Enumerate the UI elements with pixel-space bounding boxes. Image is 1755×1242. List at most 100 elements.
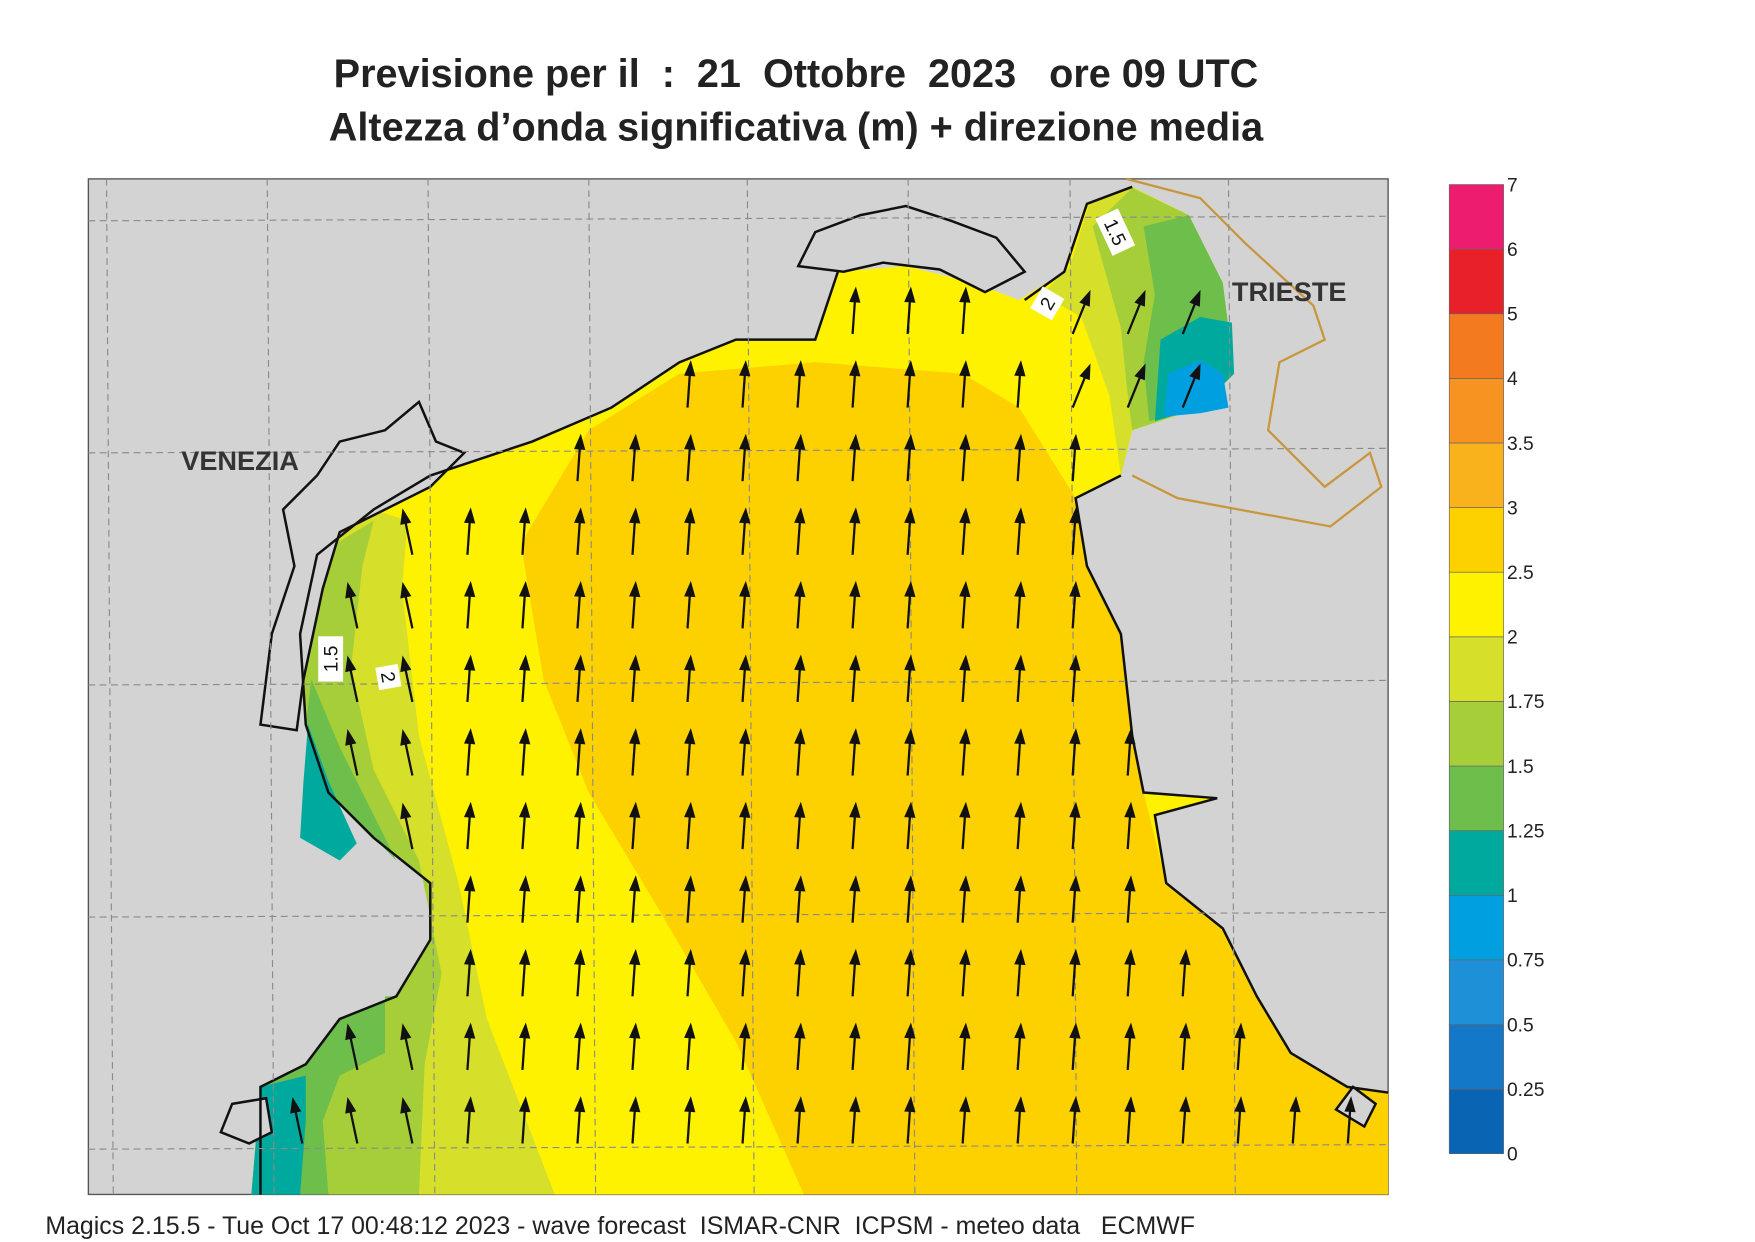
- wave-arrow: [1014, 948, 1026, 997]
- wave-arrow: [1234, 1096, 1246, 1144]
- arrow-head: [904, 360, 916, 377]
- legend-swatch: [1448, 442, 1504, 508]
- arrow-head: [739, 580, 751, 598]
- wave-arrow: [959, 948, 971, 997]
- arrow-head: [684, 801, 696, 818]
- wave-arrow: [629, 875, 641, 923]
- legend-swatch: [1448, 636, 1504, 702]
- arrow-head: [849, 801, 861, 818]
- wave-arrow: [519, 654, 531, 703]
- arrow-head: [684, 433, 696, 450]
- wave-arrow: [463, 875, 476, 923]
- arrow-head: [629, 728, 641, 745]
- contour-label: 1.5: [321, 646, 342, 673]
- grid-line: [88, 215, 1389, 222]
- wave-arrow: [1124, 948, 1136, 997]
- wave-arrow: [400, 1096, 414, 1144]
- arrow-head: [904, 654, 916, 671]
- arrow-head: [400, 655, 412, 673]
- arrow-head: [574, 433, 586, 450]
- wave-arrow: [400, 508, 414, 556]
- island-south: [219, 1096, 274, 1145]
- arrow-head: [739, 654, 751, 671]
- legend-level: 1.5: [1507, 757, 1534, 778]
- wave-arrow: [849, 580, 861, 629]
- arrow-head: [629, 580, 641, 598]
- wave-arrow: [959, 580, 971, 629]
- wave-arrow: [904, 801, 916, 850]
- coastline: [259, 185, 1389, 1195]
- wave-arrow: [463, 1022, 476, 1070]
- arrow-head: [1289, 1096, 1301, 1113]
- wave-arrow: [1124, 1096, 1136, 1144]
- arrow-head: [1069, 728, 1081, 745]
- arrow-head: [959, 507, 971, 524]
- legend-swatch: [1448, 378, 1504, 444]
- wave-arrow: [1014, 1096, 1026, 1144]
- arrow-head: [849, 728, 861, 745]
- wave-arrow: [574, 1096, 586, 1144]
- wave-arrow: [519, 948, 531, 997]
- wave-arrow: [1014, 507, 1026, 555]
- contour-label: 2: [376, 670, 399, 684]
- arrow-head: [574, 875, 586, 892]
- wave-arrow: [345, 1023, 359, 1071]
- arrow-head: [1189, 363, 1201, 381]
- wave-arrow: [1069, 948, 1081, 997]
- arrow-head: [959, 801, 971, 818]
- arrow-head: [1014, 433, 1026, 450]
- wave-arrow: [739, 433, 751, 482]
- wave-arrow: [519, 801, 531, 850]
- wave-arrow: [463, 948, 476, 997]
- arrow-head: [345, 581, 357, 599]
- arrow-head: [849, 360, 861, 377]
- wave-arrow: [684, 728, 696, 776]
- arrow-head: [849, 875, 861, 892]
- wave-arrow: [519, 1022, 531, 1070]
- legend-swatch: [1448, 701, 1504, 767]
- wave-arrow: [1181, 363, 1201, 409]
- legend-level: 4: [1507, 369, 1518, 390]
- arrow-head: [463, 1022, 476, 1039]
- arrow-head: [1124, 801, 1136, 818]
- wave-arrow: [794, 1096, 806, 1144]
- place-label: VENEZIA: [181, 445, 299, 476]
- wave-arrow: [519, 507, 531, 555]
- wave-arrow: [1014, 360, 1026, 408]
- legend-level: 6: [1507, 240, 1518, 261]
- wave-arrow: [463, 801, 476, 850]
- arrow-head: [463, 875, 476, 892]
- wave-arrow: [684, 433, 696, 482]
- arrow-head: [849, 1022, 861, 1039]
- wave-arrow: [684, 948, 696, 997]
- wave-arrow: [904, 360, 916, 408]
- footer: Magics 2.15.5 - Tue Oct 17 00:48:12 2023…: [45, 1212, 1195, 1240]
- wave-arrow: [904, 875, 916, 923]
- wave-arrow: [904, 433, 916, 482]
- wave-arrow: [400, 1023, 414, 1071]
- wave-arrow: [684, 1022, 696, 1070]
- arrow-head: [904, 801, 916, 818]
- arrow-head: [574, 948, 586, 966]
- wave-arrow: [904, 286, 916, 335]
- arrow-head: [1124, 1022, 1136, 1039]
- arrow-head: [345, 655, 357, 673]
- wave-arrow: [400, 655, 414, 703]
- wave-arrow: [794, 654, 806, 703]
- legend-level: 0.75: [1507, 951, 1544, 972]
- wave-arrow: [1126, 363, 1146, 409]
- wave-arrow: [959, 801, 971, 850]
- wave-arrow: [1014, 433, 1026, 482]
- arrow-head: [519, 507, 531, 524]
- grid-line: [88, 679, 1389, 686]
- wave-arrow: [1069, 433, 1081, 482]
- wave-arrow: [904, 1096, 916, 1144]
- arrow-head: [400, 1096, 412, 1114]
- arrow-head: [904, 507, 916, 524]
- arrow-head: [463, 654, 476, 671]
- wave-arrow: [463, 728, 476, 776]
- wave-arrow: [1014, 1022, 1026, 1070]
- lagoon-venice: [259, 399, 467, 732]
- wave-arrow: [739, 875, 751, 923]
- arrow-head: [1234, 1096, 1246, 1113]
